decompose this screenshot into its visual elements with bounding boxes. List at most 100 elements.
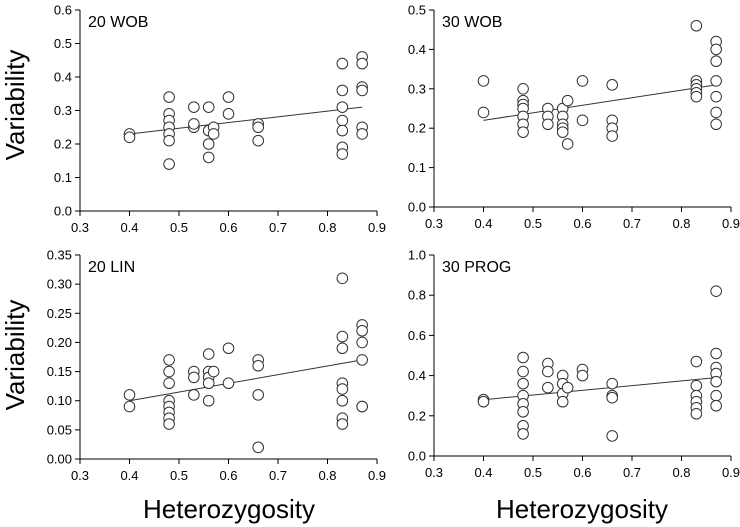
x-tick-label: 0.9 <box>722 216 740 231</box>
data-point <box>163 418 175 430</box>
data-point <box>576 75 589 87</box>
data-point <box>202 151 215 164</box>
data-point <box>123 389 136 401</box>
data-point <box>252 134 265 147</box>
x-tick-label: 0.5 <box>524 465 542 480</box>
data-point <box>202 101 215 113</box>
x-tick-label: 0.8 <box>318 220 336 235</box>
y-tick-label: 0.25 <box>47 306 72 321</box>
data-point <box>163 377 175 390</box>
x-axis-title-left: Heterozygosity <box>143 494 315 524</box>
data-point <box>606 430 619 442</box>
data-point <box>163 354 175 366</box>
y-tick-label: 0.1 <box>54 170 72 185</box>
y-tick-label: 0.2 <box>408 121 426 136</box>
y-tick-label: 0.05 <box>47 422 72 437</box>
data-point <box>690 90 703 103</box>
y-axis-title-top: Variability <box>0 50 30 161</box>
data-point <box>606 377 619 390</box>
data-point <box>561 381 574 394</box>
data-point <box>222 108 235 120</box>
y-tick-label: 0.4 <box>408 368 426 383</box>
data-point <box>188 118 200 130</box>
y-tick-label: 0.8 <box>408 288 426 303</box>
y-tick-label: 0.3 <box>408 81 426 96</box>
data-point <box>202 348 215 360</box>
x-tick-label: 0.5 <box>170 468 188 483</box>
trend-line <box>129 359 363 402</box>
y-tick-label: 0.2 <box>54 137 72 152</box>
y-tick-label: 0.4 <box>54 70 72 85</box>
x-tick-label: 0.3 <box>425 216 443 231</box>
x-tick-label: 0.7 <box>623 465 641 480</box>
data-point <box>188 389 200 401</box>
panel-30-prog: 0.0 0.2 0.4 0.6 0.8 1.0 0.3 0.4 0.5 0.6 0.7 0.8 0.9 3… <box>408 248 740 481</box>
data-point <box>606 79 619 91</box>
y-tick-label: 0.00 <box>47 452 72 467</box>
data-point <box>336 272 349 285</box>
data-point <box>202 138 215 150</box>
y-tick-label: 0.6 <box>408 328 426 343</box>
panel-title-20-wob: 20 WOB <box>88 14 148 31</box>
data-point <box>356 128 368 140</box>
x-tick-label: 0.9 <box>368 220 386 235</box>
data-point <box>517 405 529 418</box>
data-point <box>163 365 175 378</box>
y-tick-label: 0.4 <box>408 42 426 57</box>
data-point <box>163 158 175 170</box>
data-point <box>710 75 722 87</box>
panel-20-wob: 0.0 0.1 0.2 0.3 0.4 0.5 0.6 0.3 0.4 0.5 0.6 0.7 0.8 0… <box>54 3 386 236</box>
x-tick-label: 0.5 <box>524 216 542 231</box>
data-point <box>606 130 619 142</box>
data-point <box>336 57 349 70</box>
data-point <box>576 114 589 127</box>
x-tick-label: 0.8 <box>672 216 690 231</box>
data-point <box>477 106 490 119</box>
y-tick-label: 0.35 <box>47 248 72 263</box>
data-point <box>710 55 722 68</box>
data-point <box>542 365 554 378</box>
x-tick-label: 0.4 <box>474 216 492 231</box>
data-point <box>710 399 722 412</box>
data-point <box>336 148 349 160</box>
data-point <box>252 441 265 454</box>
y-tick-label: 0.0 <box>408 449 426 464</box>
data-point <box>252 389 265 401</box>
data-point <box>517 428 529 440</box>
data-point <box>561 138 574 150</box>
panel-20-lin: 0.00 0.05 0.10 0.15 0.20 0.25 0.30 0.35 0.3 0.4 0.… <box>47 248 386 484</box>
data-point <box>710 118 722 131</box>
data-point <box>123 131 136 144</box>
data-point <box>710 389 722 402</box>
data-point <box>207 365 220 378</box>
x-tick-label: 0.7 <box>269 468 287 483</box>
x-tick-label: 0.3 <box>425 465 443 480</box>
x-tick-label: 0.7 <box>269 220 287 235</box>
x-tick-label: 0.7 <box>623 216 641 231</box>
x-tick-label: 0.9 <box>722 465 740 480</box>
data-point <box>222 342 235 355</box>
panels: 0.0 0.1 0.2 0.3 0.4 0.5 0.6 0.3 0.4 0.5 0.6 0.7 0.8 0… <box>47 3 740 484</box>
data-point <box>336 114 349 127</box>
data-point <box>710 375 722 388</box>
data-point <box>356 324 368 337</box>
y-tick-label: 0.30 <box>47 277 72 292</box>
data-point <box>336 124 349 137</box>
x-tick-label: 0.8 <box>672 465 690 480</box>
data-point <box>336 342 349 355</box>
data-point <box>477 75 490 87</box>
data-point <box>163 134 175 147</box>
panel-30-wob: 0.0 0.1 0.2 0.3 0.4 0.5 0.3 0.4 0.5 0.6 0.7 0.8 0.9 3… <box>408 3 740 232</box>
data-point <box>710 43 722 56</box>
data-point <box>690 19 703 32</box>
x-tick-label: 0.6 <box>219 220 237 235</box>
data-point <box>710 90 722 103</box>
data-point <box>576 369 589 382</box>
data-point <box>252 359 265 372</box>
data-point <box>542 381 554 394</box>
data-point <box>222 91 235 103</box>
y-tick-label: 0.2 <box>408 408 426 423</box>
y-tick-label: 0.5 <box>408 3 426 18</box>
data-point <box>123 400 136 413</box>
